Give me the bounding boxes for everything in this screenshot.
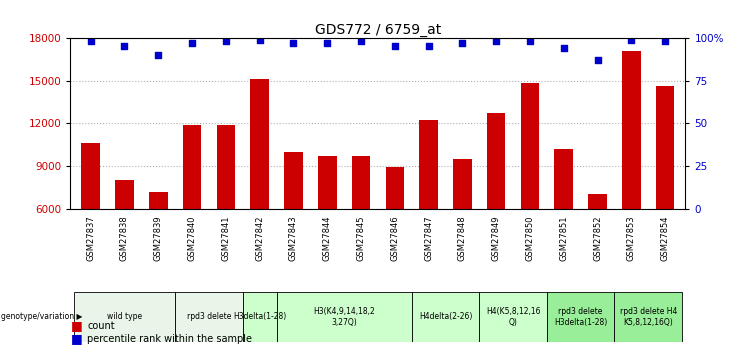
- Bar: [419, 120, 438, 209]
- Text: rpd3 delete H4
K5,8,12,16Q): rpd3 delete H4 K5,8,12,16Q): [619, 307, 677, 327]
- Bar: [412, 292, 479, 342]
- Point: [322, 40, 333, 46]
- Bar: [614, 292, 682, 342]
- Text: GSM27847: GSM27847: [424, 215, 433, 261]
- Bar: [183, 125, 202, 209]
- Text: ■: ■: [71, 319, 83, 333]
- Text: H3delta(1-28): H3delta(1-28): [233, 312, 286, 322]
- Bar: [276, 292, 412, 342]
- Text: wild type: wild type: [107, 312, 142, 322]
- Text: GSM27845: GSM27845: [356, 215, 365, 261]
- Text: rpd3 delete: rpd3 delete: [187, 312, 231, 322]
- Bar: [243, 292, 276, 342]
- Bar: [479, 292, 547, 342]
- Text: GSM27849: GSM27849: [492, 215, 501, 261]
- Bar: [284, 152, 303, 209]
- Text: GSM27839: GSM27839: [153, 215, 163, 261]
- Point: [220, 39, 232, 44]
- Point: [119, 44, 130, 49]
- Text: GSM27844: GSM27844: [323, 215, 332, 261]
- Text: H4(K5,8,12,16
Q): H4(K5,8,12,16 Q): [486, 307, 540, 327]
- Point: [625, 37, 637, 42]
- Bar: [115, 180, 134, 209]
- Text: GSM27846: GSM27846: [391, 215, 399, 261]
- Text: GSM27854: GSM27854: [661, 215, 670, 261]
- Point: [84, 39, 96, 44]
- Bar: [588, 195, 607, 209]
- Bar: [175, 292, 243, 342]
- Point: [591, 57, 603, 63]
- Point: [456, 40, 468, 46]
- Text: GSM27843: GSM27843: [289, 215, 298, 261]
- Text: GSM27837: GSM27837: [86, 215, 95, 261]
- Bar: [74, 292, 175, 342]
- Text: percentile rank within the sample: percentile rank within the sample: [87, 334, 253, 344]
- Text: GSM27842: GSM27842: [255, 215, 264, 261]
- Point: [355, 39, 367, 44]
- Point: [253, 37, 265, 42]
- Point: [558, 46, 570, 51]
- Point: [491, 39, 502, 44]
- Bar: [149, 191, 167, 209]
- Bar: [250, 79, 269, 209]
- Text: GSM27850: GSM27850: [525, 215, 534, 261]
- Text: GSM27838: GSM27838: [120, 215, 129, 261]
- Title: GDS772 / 6759_at: GDS772 / 6759_at: [315, 23, 441, 37]
- Text: GSM27840: GSM27840: [187, 215, 196, 261]
- Bar: [453, 159, 472, 209]
- Bar: [216, 125, 235, 209]
- Point: [186, 40, 198, 46]
- Text: ■: ■: [71, 332, 83, 345]
- Text: GSM27841: GSM27841: [222, 215, 230, 261]
- Bar: [82, 143, 100, 209]
- Bar: [622, 51, 641, 209]
- Bar: [385, 167, 404, 209]
- Text: genotype/variation ▶: genotype/variation ▶: [1, 312, 82, 322]
- Point: [422, 44, 434, 49]
- Text: GSM27852: GSM27852: [593, 215, 602, 261]
- Bar: [318, 156, 336, 209]
- Text: H4delta(2-26): H4delta(2-26): [419, 312, 472, 322]
- Point: [659, 39, 671, 44]
- Bar: [547, 292, 614, 342]
- Bar: [554, 149, 573, 209]
- Point: [153, 52, 165, 58]
- Point: [288, 40, 299, 46]
- Text: GSM27853: GSM27853: [627, 215, 636, 261]
- Bar: [352, 156, 370, 209]
- Bar: [521, 83, 539, 209]
- Text: GSM27851: GSM27851: [559, 215, 568, 261]
- Text: H3(K4,9,14,18,2
3,27Q): H3(K4,9,14,18,2 3,27Q): [313, 307, 375, 327]
- Text: GSM27848: GSM27848: [458, 215, 467, 261]
- Text: count: count: [87, 321, 115, 331]
- Bar: [656, 86, 674, 209]
- Point: [389, 44, 401, 49]
- Point: [524, 39, 536, 44]
- Bar: [487, 114, 505, 209]
- Text: rpd3 delete
H3delta(1-28): rpd3 delete H3delta(1-28): [554, 307, 608, 327]
